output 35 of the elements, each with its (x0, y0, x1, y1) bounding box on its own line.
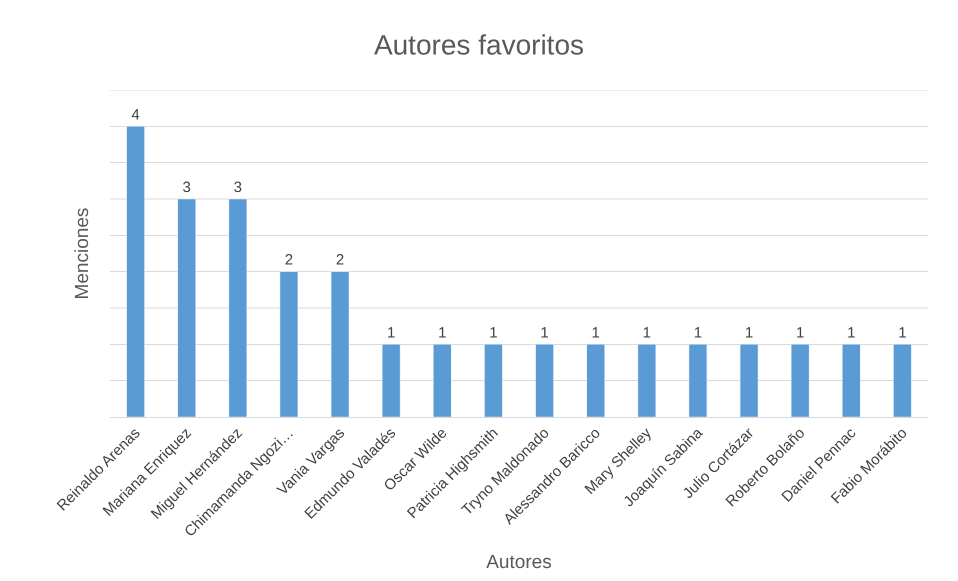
data-label: 1 (489, 324, 498, 342)
data-label: 1 (387, 324, 396, 342)
data-label: 4 (131, 106, 140, 124)
data-label: 2 (284, 252, 294, 269)
bar (638, 344, 656, 417)
y-axis-title: Menciones (72, 208, 93, 300)
data-label: 1 (898, 324, 907, 342)
x-axis-title: Autores (486, 552, 552, 574)
bar (484, 344, 503, 417)
bar (433, 344, 452, 417)
data-label: 1 (847, 324, 856, 342)
bar (382, 344, 400, 417)
bar (330, 271, 350, 417)
bar (740, 344, 758, 417)
data-label: 1 (642, 324, 651, 342)
data-label: 1 (540, 324, 549, 342)
bar (688, 344, 708, 417)
bar (177, 198, 196, 417)
bar (228, 198, 248, 417)
data-label: 1 (796, 324, 804, 342)
data-label: 3 (234, 179, 242, 196)
bar (126, 126, 145, 417)
data-label: 1 (694, 324, 702, 342)
data-label: 3 (182, 179, 191, 196)
chart-title: Autores favoritos (374, 29, 584, 60)
bar (535, 344, 554, 417)
data-label: 1 (592, 324, 600, 342)
bar (280, 271, 298, 417)
bar (893, 344, 912, 417)
data-label: 2 (336, 252, 344, 269)
data-label: 1 (744, 324, 754, 342)
bar (790, 344, 810, 417)
bar (586, 344, 605, 417)
bar (842, 344, 861, 417)
data-label: 1 (438, 324, 446, 342)
